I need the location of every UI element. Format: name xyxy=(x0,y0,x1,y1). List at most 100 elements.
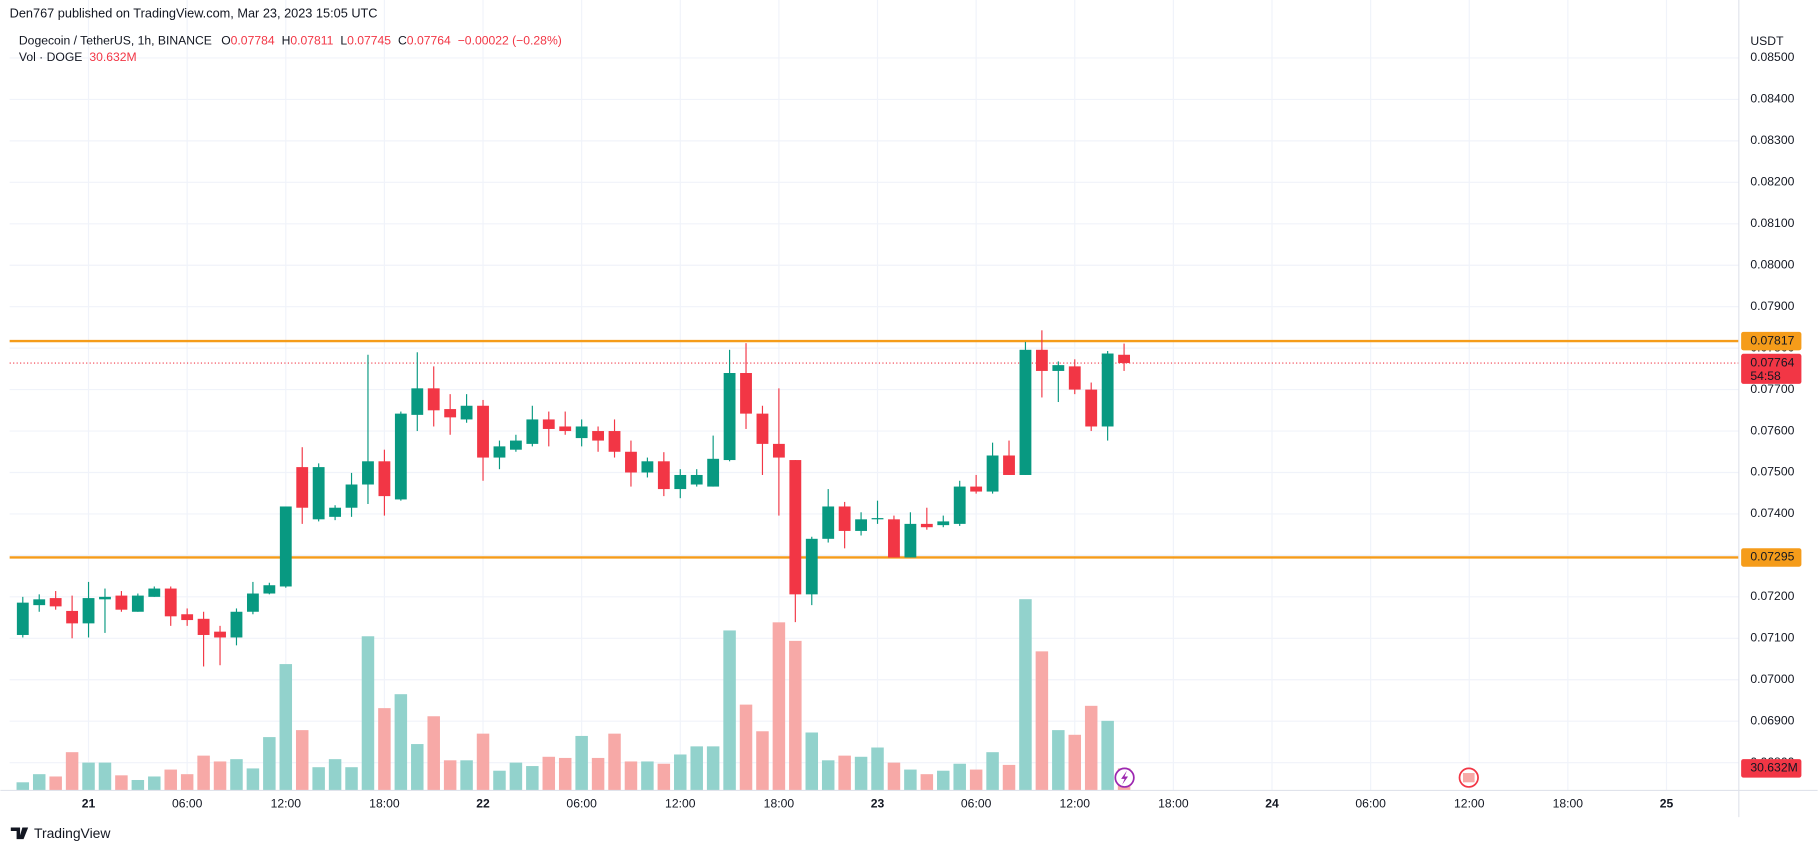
volume-pane xyxy=(16,599,1131,791)
levels xyxy=(9,339,1739,559)
candle-body xyxy=(1003,455,1015,475)
flag-icon[interactable] xyxy=(1458,767,1479,788)
candle-body xyxy=(805,538,818,595)
candle-body xyxy=(953,486,966,524)
ohlc-legend: Dogecoin / TetherUS, 1h, BINANCE O0.07784… xyxy=(19,34,562,48)
volume-bar xyxy=(82,762,95,791)
current-price-label: 0.07764 xyxy=(1750,355,1794,369)
volume-bar xyxy=(871,747,884,791)
lightning-icon[interactable] xyxy=(1114,767,1135,788)
candle-body xyxy=(411,388,424,415)
candle-body xyxy=(657,461,670,490)
volume-bar xyxy=(920,774,934,791)
volume-bar xyxy=(608,733,621,791)
candle-body xyxy=(756,413,769,444)
y-tick-label: 0.08000 xyxy=(1750,257,1794,271)
volume-title: Vol · DOGE xyxy=(19,50,83,64)
candle-body xyxy=(855,519,867,531)
volume-bar xyxy=(279,664,293,791)
volume-bar xyxy=(213,761,227,791)
x-tick-label: 12:00 xyxy=(1060,797,1091,811)
candle-body xyxy=(888,519,900,558)
candle-body xyxy=(164,588,177,617)
candle-body xyxy=(329,507,342,517)
volume-bar xyxy=(986,752,999,791)
candle-body xyxy=(131,595,144,612)
candle-body xyxy=(66,610,79,624)
candle-body xyxy=(427,388,440,411)
legend-change: −0.00022 (−0.28%) xyxy=(458,34,562,48)
currency: USDT xyxy=(1750,34,1784,48)
level-label: 0.07817 xyxy=(1750,333,1794,347)
y-tick-label: 0.07900 xyxy=(1750,299,1794,313)
volume-bar xyxy=(148,776,161,791)
volume-bar xyxy=(230,759,243,791)
current-price-badge xyxy=(1741,353,1802,384)
volume-bar xyxy=(246,768,260,791)
logo[interactable]: TradingView xyxy=(10,825,112,841)
candle-body xyxy=(838,506,851,531)
candle-body xyxy=(394,413,407,500)
candle-body xyxy=(246,593,259,612)
legend-key: O xyxy=(221,34,230,48)
volume-bar xyxy=(493,770,506,791)
legend-high: 0.07811 xyxy=(290,34,333,48)
candles xyxy=(16,330,1130,667)
countdown: 54:58 xyxy=(1750,369,1781,383)
volume-bar xyxy=(821,760,835,791)
volume-bar xyxy=(1101,720,1114,791)
grid xyxy=(9,0,1739,791)
candle-body xyxy=(99,596,111,600)
candle-body xyxy=(1085,389,1098,427)
candle-body xyxy=(1118,354,1130,364)
candle-body xyxy=(920,523,933,528)
axes: 0.068000.069000.070000.071000.072000.073… xyxy=(82,50,1802,811)
y-tick-label: 0.08500 xyxy=(1750,50,1794,64)
volume-bar xyxy=(558,757,572,791)
volume-bar xyxy=(641,761,654,791)
candle-body xyxy=(1101,353,1114,427)
volume-bar xyxy=(263,737,276,791)
volume-bar xyxy=(32,774,46,791)
y-tick-label: 0.07200 xyxy=(1750,589,1794,603)
candle-body xyxy=(378,461,391,497)
x-tick-label: 18:00 xyxy=(1158,797,1189,811)
volume-bar xyxy=(460,760,473,791)
symbol: Dogecoin / TetherUS, 1h, BINANCE xyxy=(19,34,212,48)
volume-bar xyxy=(65,752,79,791)
candle-body xyxy=(559,426,572,432)
logo-mark xyxy=(10,827,29,840)
x-tick-label: 23 xyxy=(871,797,885,811)
volume-bar xyxy=(345,767,358,791)
volume-badge xyxy=(1741,759,1802,778)
volume-bar xyxy=(756,731,769,791)
volume-bar xyxy=(378,708,391,791)
candle-body xyxy=(542,419,555,429)
volume-bar xyxy=(394,694,408,791)
volume-bar xyxy=(854,756,868,791)
icon-glyph xyxy=(1462,773,1475,783)
volume-bar xyxy=(542,756,556,791)
candle-body xyxy=(707,458,720,487)
volume-bar xyxy=(295,730,309,791)
legend-low: 0.07745 xyxy=(347,34,391,48)
volume-bar xyxy=(805,732,819,791)
candle-body xyxy=(641,461,654,473)
candle-body xyxy=(197,618,210,635)
volume-bar xyxy=(98,762,112,791)
candle-body xyxy=(1052,365,1065,371)
volume-bar xyxy=(1084,705,1098,791)
y-tick-label: 0.08300 xyxy=(1750,133,1794,147)
candle-body xyxy=(49,598,62,607)
volume-bar xyxy=(772,622,786,791)
candle-body xyxy=(493,446,506,458)
volume-bar xyxy=(1068,734,1082,791)
y-tick-label: 0.07600 xyxy=(1750,423,1794,437)
volume-bar xyxy=(509,762,523,791)
candle-body xyxy=(214,631,226,638)
y-tick-label: 0.08200 xyxy=(1750,175,1794,189)
candle-body xyxy=(1068,366,1081,390)
candle-body xyxy=(789,460,802,595)
volume-bar xyxy=(115,775,128,791)
